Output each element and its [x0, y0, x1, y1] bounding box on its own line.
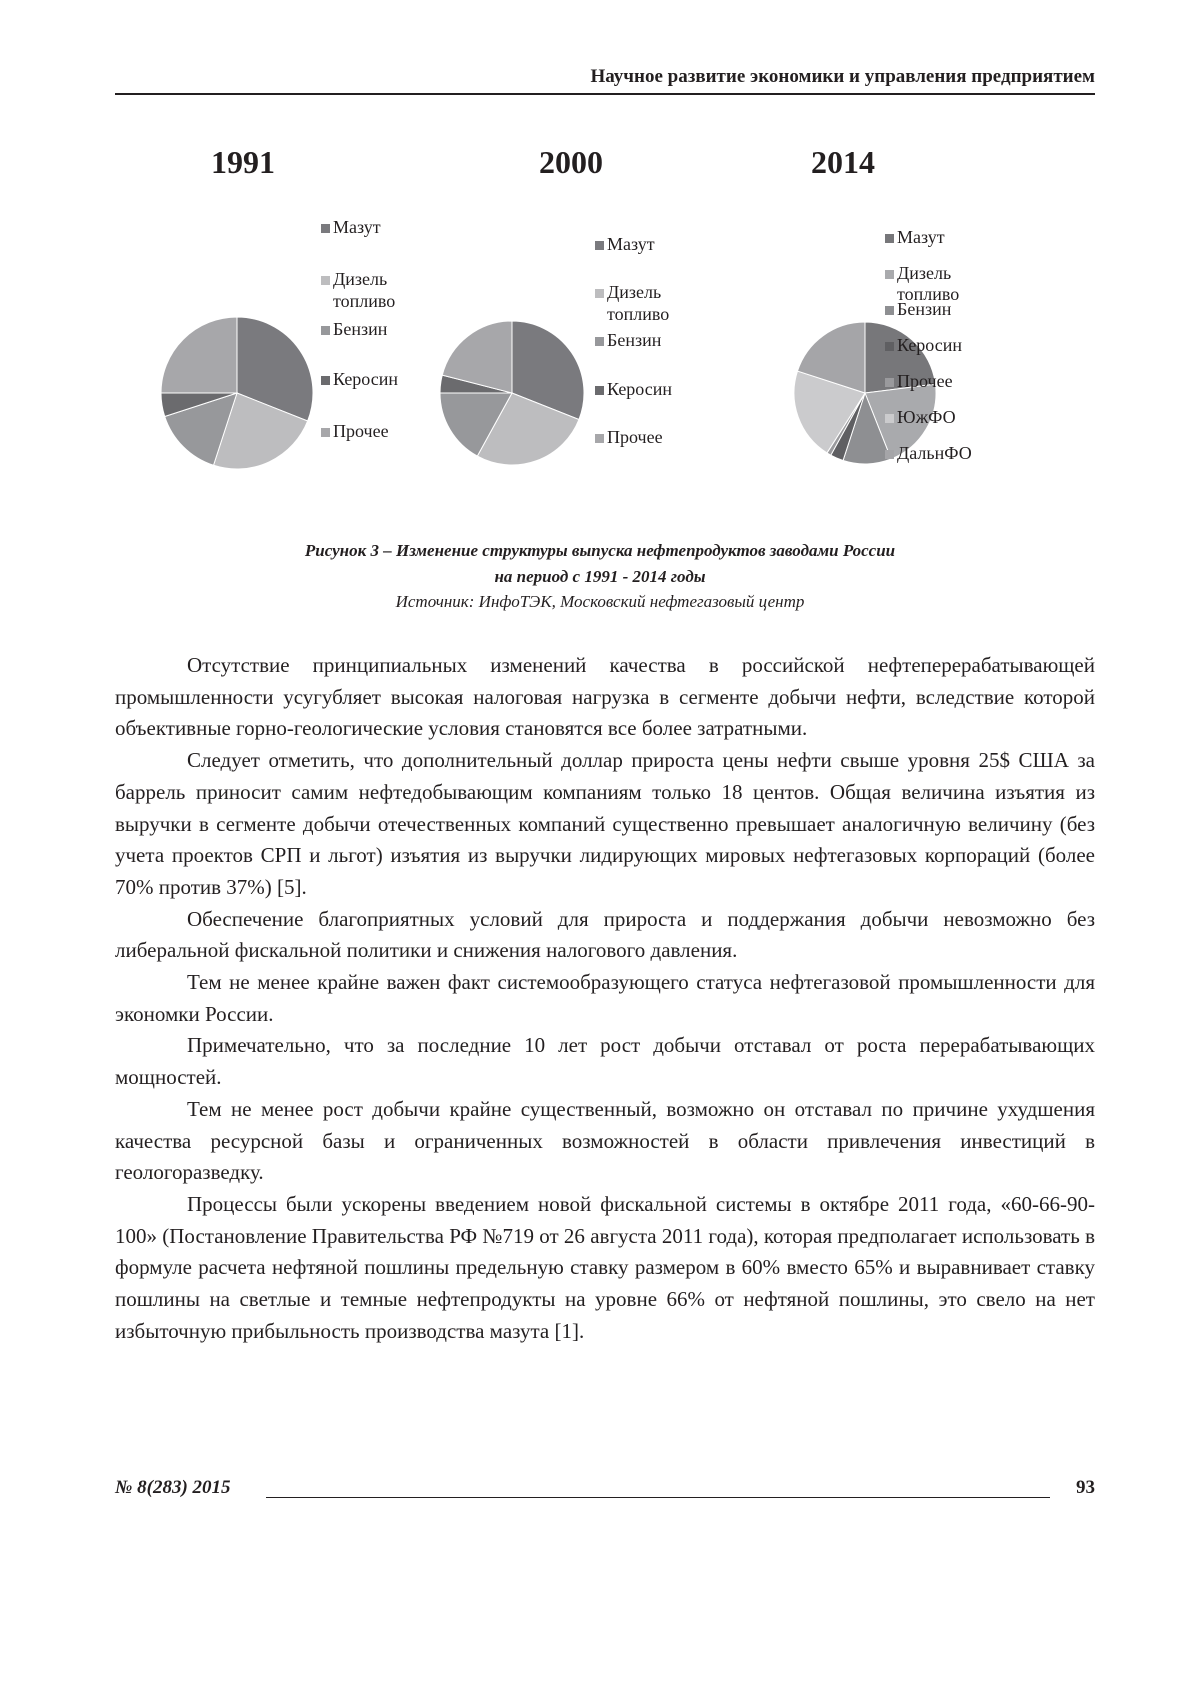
legend-label: топливо	[607, 304, 669, 324]
legend-swatch	[885, 234, 894, 243]
legend-label: ЮжФО	[897, 407, 956, 427]
footer-rule	[266, 1497, 1050, 1498]
paragraph: Примечательно, что за последние 10 лет р…	[115, 1033, 1095, 1090]
paragraph: Отсутствие принципиальных изменений каче…	[115, 653, 1095, 741]
legend-swatch	[595, 386, 604, 395]
legend-swatch	[321, 276, 330, 285]
figure-caption-line2: на период с 1991 - 2014 годы	[494, 567, 706, 586]
paragraph: Тем не менее рост добычи крайне существе…	[115, 1096, 1095, 1185]
legend-label: Прочее	[607, 427, 663, 447]
pie-slice	[796, 321, 866, 394]
legend-label: Бензин	[333, 319, 388, 339]
legend-swatch	[321, 428, 330, 437]
paragraph: Тем не менее крайне важен факт системооб…	[115, 970, 1095, 1026]
pie-slice	[476, 392, 580, 466]
legend-label: Прочее	[897, 371, 953, 391]
legend-label: Дизель	[607, 282, 661, 302]
legend-swatch	[885, 378, 894, 387]
legend-label: Керосин	[607, 379, 672, 399]
legend-swatch	[321, 376, 330, 385]
figure-caption-line1: Рисунок 3 – Изменение структуры выпуска …	[304, 541, 896, 560]
legend-swatch	[595, 434, 604, 443]
legend-label: Бензин	[607, 330, 662, 350]
legend-swatch	[885, 450, 894, 459]
legend-label: Бензин	[897, 299, 952, 319]
legend-label: Мазут	[607, 234, 655, 254]
legend-label: Мазут	[897, 227, 945, 247]
legend-swatch	[321, 224, 330, 233]
legend-swatch	[595, 241, 604, 250]
figure-source: Источник: ИнфоТЭК, Московский нефтегазов…	[395, 592, 805, 611]
legend-swatch	[885, 414, 894, 423]
legend-swatch	[885, 342, 894, 351]
pie-slice	[864, 383, 937, 460]
chart-title: 1991	[211, 144, 275, 180]
chart-title: 2000	[539, 144, 603, 180]
pie-charts-figure: 1991МазутДизельтопливоБензинКеросинПроче…	[160, 144, 972, 470]
legend-label: Дизель	[897, 263, 951, 283]
legend-label: топливо	[897, 284, 959, 304]
legend-label: Дизель	[333, 269, 387, 289]
legend-label: Прочее	[333, 421, 389, 441]
page-number: 93	[1076, 1477, 1095, 1498]
legend-label: Керосин	[333, 369, 398, 389]
pie-slice	[212, 392, 309, 470]
pie-slice	[793, 370, 866, 454]
legend-label: Мазут	[333, 217, 381, 237]
running-header: Научное развитие экономики и управления …	[590, 66, 1095, 87]
pie-slice	[441, 320, 513, 394]
pie-slice	[439, 392, 513, 457]
legend-swatch	[595, 289, 604, 298]
paragraph: Следует отметить, что дополнительный дол…	[115, 748, 1095, 899]
chart-title: 2014	[811, 144, 875, 180]
legend-swatch	[595, 337, 604, 346]
pie-slice	[160, 316, 238, 394]
pie-slice	[236, 316, 314, 422]
body-text: Отсутствие принципиальных изменений каче…	[115, 650, 1095, 1347]
pie-slice	[511, 320, 585, 421]
paragraph: Обеспечение благоприятных условий для пр…	[115, 906, 1095, 963]
legend-label: ДальнФО	[897, 443, 972, 463]
header-rule	[115, 93, 1095, 95]
paragraph: Процессы были ускорены введением новой ф…	[115, 1191, 1095, 1343]
legend-swatch	[885, 306, 894, 315]
legend-swatch	[885, 270, 894, 279]
pie-slice	[864, 321, 936, 394]
legend-label: Керосин	[897, 335, 962, 355]
issue-number: № 8(283) 2015	[115, 1477, 231, 1498]
legend-label: топливо	[333, 291, 395, 311]
legend-swatch	[321, 326, 330, 335]
